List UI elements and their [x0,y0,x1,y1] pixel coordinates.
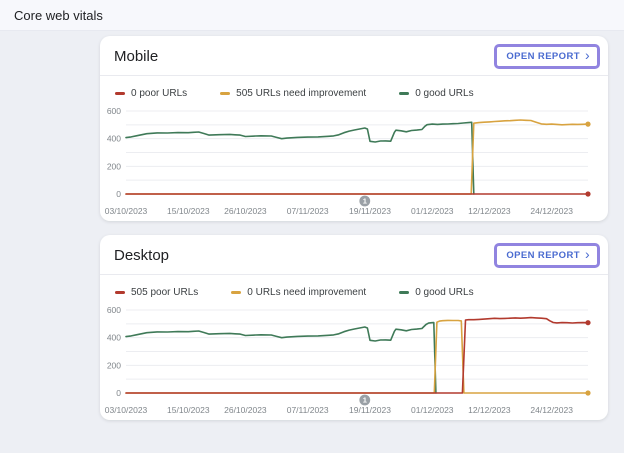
poor-series-dash-icon [115,291,125,294]
card-header-divider [100,75,608,76]
x-tick-label: 15/10/2023 [167,206,210,216]
open-report-button-mobile[interactable]: OPEN REPORT › [497,47,597,66]
y-tick-label: 200 [107,360,121,370]
desktop-card: Desktop OPEN REPORT › 505 poor URLs 0 UR… [100,235,608,420]
y-tick-label: 0 [116,189,121,199]
series-need_improvement-line [125,119,589,195]
series-good-line [125,121,475,195]
x-tick-label: 12/12/2023 [468,206,511,216]
chevron-right-icon: › [584,46,590,63]
y-tick-label: 600 [107,106,121,116]
series-poor-line [125,316,589,394]
y-tick-label: 600 [107,305,121,315]
card-title-desktop: Desktop [114,247,170,264]
legend-item-good: 0 good URLs [399,88,474,99]
x-tick-label: 24/12/2023 [530,206,573,216]
open-report-button-desktop[interactable]: OPEN REPORT › [497,246,597,265]
open-report-label: OPEN REPORT [506,250,580,261]
core-web-vitals-content: Mobile OPEN REPORT › 0 poor URLs 505 URL… [100,36,608,420]
x-tick-label: 19/11/2023 [349,206,391,216]
x-tick-label: 15/10/2023 [167,405,210,415]
x-tick-label: 07/11/2023 [287,405,329,415]
x-tick-label: 03/10/2023 [105,206,148,216]
open-report-highlight-box: OPEN REPORT › [494,243,600,268]
timeline-annotation-marker[interactable] [359,195,371,207]
y-tick-label: 0 [116,388,121,398]
poor-series-dash-icon [115,92,125,95]
x-tick-label: 19/11/2023 [349,405,391,415]
x-tick-label: 01/12/2023 [411,405,454,415]
legend-item-good: 0 good URLs [399,287,474,298]
legend-label: 0 poor URLs [131,88,188,99]
series-good-line [125,321,437,394]
desktop-vitals-chart[interactable]: 0 200 400 600 03/10/2023 15/10/2023 26/10/2023… [105,302,592,420]
x-tick-label: 26/10/2023 [224,405,267,415]
open-report-label: OPEN REPORT [506,51,580,62]
series-poor-end-dot [585,191,591,197]
mobile-card: Mobile OPEN REPORT › 0 poor URLs 505 URL… [100,36,608,221]
legend-label: 505 poor URLs [131,287,199,298]
mobile-vitals-chart[interactable]: 0 200 400 600 03/10/2023 15/10/2023 26/10/2023… [105,103,592,221]
series-poor-end-dot [585,320,591,326]
series-need_improvement-line [125,319,589,394]
page-header: Core web vitals [0,0,624,31]
card-header-divider [100,274,608,275]
desktop-card-header: Desktop OPEN REPORT › [100,235,608,274]
series-need_improvement-end-dot [585,390,591,396]
legend-item-need-improvement: 0 URLs need improvement [231,287,366,298]
desktop-chart-legend: 505 poor URLs 0 URLs need improvement 0 … [100,275,608,298]
open-report-highlight-box: OPEN REPORT › [494,44,600,69]
chevron-right-icon: › [584,245,590,262]
x-tick-label: 26/10/2023 [224,206,267,216]
x-tick-label: 24/12/2023 [530,405,573,415]
card-title-mobile: Mobile [114,48,159,65]
y-tick-label: 400 [107,134,121,144]
legend-item-need-improvement: 505 URLs need improvement [220,88,366,99]
annotation-marker-label: 1 [363,396,367,405]
timeline-annotation-marker[interactable] [359,394,371,406]
legend-label: 0 URLs need improvement [247,287,367,298]
need-improvement-series-dash-icon [220,92,231,95]
legend-label: 0 good URLs [415,88,474,99]
legend-label: 0 good URLs [415,287,474,298]
x-tick-label: 12/12/2023 [468,405,511,415]
legend-item-poor: 0 poor URLs [115,88,187,99]
mobile-card-header: Mobile OPEN REPORT › [100,36,608,75]
page-title: Core web vitals [14,8,103,23]
legend-item-poor: 505 poor URLs [115,287,198,298]
x-tick-label: 01/12/2023 [411,206,454,216]
mobile-chart-legend: 0 poor URLs 505 URLs need improvement 0 … [100,76,608,99]
good-series-dash-icon [399,291,410,294]
need-improvement-series-dash-icon [231,291,242,294]
x-tick-label: 07/11/2023 [287,206,329,216]
legend-label: 505 URLs need improvement [236,88,367,99]
series-need_improvement-end-dot [585,121,591,127]
y-tick-label: 200 [107,161,121,171]
good-series-dash-icon [399,92,410,95]
annotation-marker-label: 1 [363,197,367,206]
y-tick-label: 400 [107,333,121,343]
x-tick-label: 03/10/2023 [105,405,148,415]
